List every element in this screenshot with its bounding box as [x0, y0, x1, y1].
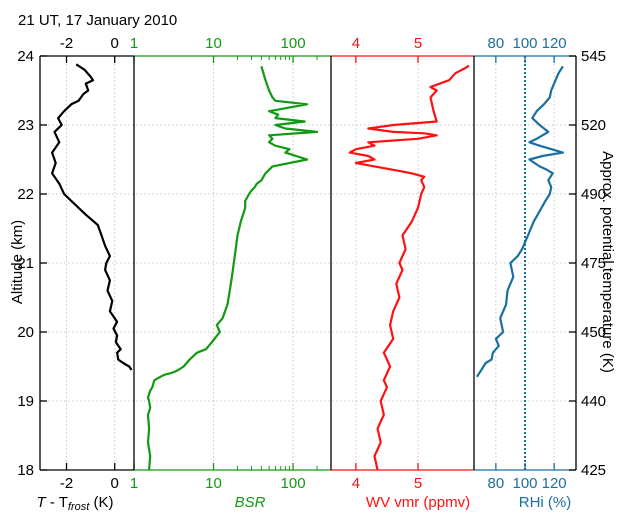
y-tick-label: 18 — [17, 462, 34, 479]
tick-label-top: 10 — [205, 35, 222, 52]
y-tick-label: 24 — [17, 48, 34, 65]
x-label-bsr: BSR — [235, 494, 266, 511]
x-label-tfrost: T - Tfrost (K) — [37, 494, 114, 513]
tick-label-top: 0 — [111, 35, 119, 52]
right-tick-label: 450 — [581, 324, 606, 341]
tick-label-bottom: 100 — [281, 475, 306, 492]
tick-label-top: 5 — [414, 35, 422, 52]
series-line-bsr — [146, 65, 319, 471]
tick-label-bottom: 10 — [205, 475, 222, 492]
right-tick-label: 440 — [581, 393, 606, 410]
right-tick-label: 425 — [581, 462, 606, 479]
y-tick-label: 20 — [17, 324, 34, 341]
tick-label-top: 80 — [488, 35, 505, 52]
series-line-wv — [348, 64, 470, 471]
series-line-rhi — [475, 65, 565, 378]
tick-label-bottom: 5 — [414, 475, 422, 492]
y-tick-label: 22 — [17, 186, 34, 203]
x-label-rhi: RHi (%) — [519, 494, 572, 511]
tick-label-bottom: -2 — [60, 475, 73, 492]
y-tick-label: 19 — [17, 393, 34, 410]
panel-rhi: 80 80 100 100 120 120 — [474, 35, 576, 492]
right-tick-label: 490 — [581, 186, 606, 203]
right-axis-label: Approx. potential temperature (K) — [599, 151, 616, 373]
tick-label-bottom: 4 — [352, 475, 360, 492]
right-tick-label: 545 — [581, 48, 606, 65]
tick-label-top: 100 — [512, 35, 537, 52]
tick-label-bottom: 100 — [512, 475, 537, 492]
tick-label-bottom: 0 — [111, 475, 119, 492]
tick-label-top: 100 — [281, 35, 306, 52]
tick-label-top: 120 — [542, 35, 567, 52]
tick-label-bottom: 120 — [542, 475, 567, 492]
panel-tfrost: -2 -2 0 0 — [40, 35, 134, 492]
right-tick-label: 520 — [581, 117, 606, 134]
x-label-wv: WV vmr (ppmv) — [366, 494, 470, 511]
series-line-tfrost — [50, 63, 133, 371]
panels: -2-2001110101001004455808010010012012018… — [17, 35, 606, 492]
panel-wv: 4 4 5 5 — [331, 35, 474, 492]
tick-label-bottom: 1 — [130, 475, 138, 492]
tick-label-bottom: 80 — [488, 475, 505, 492]
y-axis-label: Altitude (km) — [9, 220, 26, 304]
y-tick-label: 23 — [17, 117, 34, 134]
tick-label-top: 4 — [352, 35, 360, 52]
y-tick-label: 21 — [17, 255, 34, 272]
tick-label-top: -2 — [60, 35, 73, 52]
tick-label-top: 1 — [130, 35, 138, 52]
chart-title: 21 UT, 17 January 2010 — [18, 12, 177, 29]
right-tick-label: 475 — [581, 255, 606, 272]
